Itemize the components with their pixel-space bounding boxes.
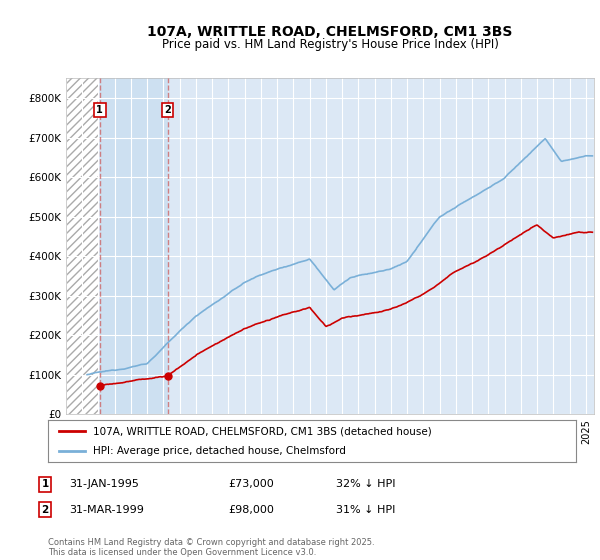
Text: 32% ↓ HPI: 32% ↓ HPI [336,479,395,489]
Text: 2: 2 [41,505,49,515]
Text: Price paid vs. HM Land Registry's House Price Index (HPI): Price paid vs. HM Land Registry's House … [161,38,499,51]
Text: 1: 1 [41,479,49,489]
Text: 2: 2 [164,105,171,115]
Text: 31-MAR-1999: 31-MAR-1999 [69,505,144,515]
Bar [66,78,98,414]
Text: 107A, WRITTLE ROAD, CHELMSFORD, CM1 3BS (detached house): 107A, WRITTLE ROAD, CHELMSFORD, CM1 3BS … [93,426,431,436]
Text: 107A, WRITTLE ROAD, CHELMSFORD, CM1 3BS: 107A, WRITTLE ROAD, CHELMSFORD, CM1 3BS [148,25,512,39]
Text: 31% ↓ HPI: 31% ↓ HPI [336,505,395,515]
Text: £98,000: £98,000 [228,505,274,515]
Text: 1: 1 [97,105,103,115]
Text: 31-JAN-1995: 31-JAN-1995 [69,479,139,489]
Text: HPI: Average price, detached house, Chelmsford: HPI: Average price, detached house, Chel… [93,446,346,456]
Text: Contains HM Land Registry data © Crown copyright and database right 2025.
This d: Contains HM Land Registry data © Crown c… [48,538,374,557]
Text: £73,000: £73,000 [228,479,274,489]
Bar [100,78,167,414]
